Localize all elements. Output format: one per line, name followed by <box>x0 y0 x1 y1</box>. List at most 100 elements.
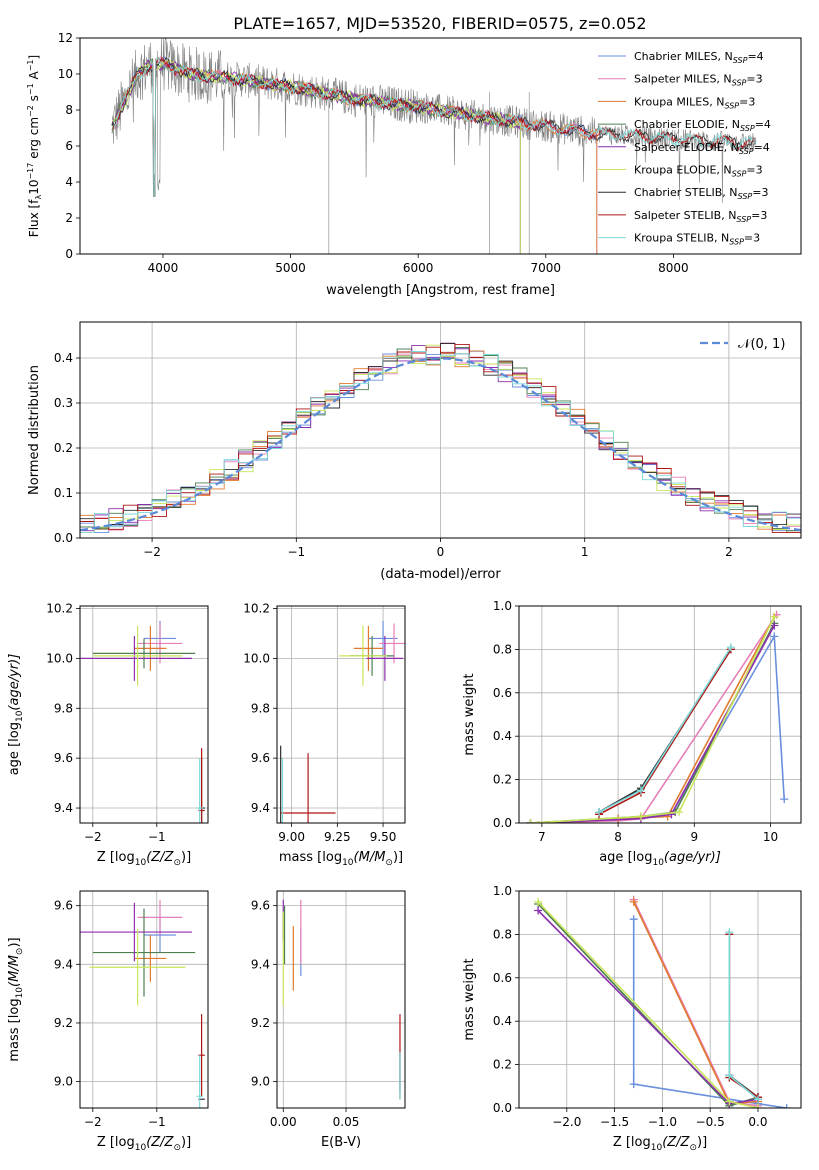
x-tick-label: 9.25 <box>324 830 351 844</box>
x-axis-label: (data-model)/error <box>380 567 501 582</box>
x-tick-label: 7000 <box>531 261 562 275</box>
y-tick-label: 9.2 <box>54 1016 73 1030</box>
y-tick-label: 12 <box>58 31 73 45</box>
weight-marker <box>780 795 789 804</box>
x-tick-label: 5000 <box>275 261 306 275</box>
x-tick-label: −2 <box>143 545 161 559</box>
y-axis-label: Flux [fλ10−17 erg cm−2 s−1 A−1] <box>26 55 43 237</box>
weight-line-kroupa-miles <box>530 616 776 823</box>
panel-mass-weight-vs-age: 7 8 9 10 0.0 0.2 0.4 0.6 0.8 1.0 age [log10(age/yr… <box>462 599 802 868</box>
y-tick-label: 0.2 <box>493 773 512 787</box>
weight-marker <box>753 1104 762 1108</box>
weight-marker <box>725 1097 734 1106</box>
y-tick-label: 0.3 <box>54 396 73 410</box>
y-tick-label: 9.4 <box>251 957 270 971</box>
weight-line-kroupa-miles <box>632 901 759 1105</box>
y-tick-label: 0.0 <box>493 1101 512 1115</box>
weight-line-chabrier-stelib <box>598 648 732 813</box>
weight-line-kroupa-stelib <box>728 932 759 1100</box>
y-tick-label: 0.4 <box>493 729 512 743</box>
axes-frame <box>518 605 802 824</box>
y-tick-label: 10.0 <box>243 651 270 665</box>
x-tick-label: 1 <box>581 545 589 559</box>
x-tick-label: 4000 <box>148 261 179 275</box>
y-tick-label: 9.6 <box>54 899 73 913</box>
y-tick-label: 9.6 <box>54 751 73 765</box>
weight-line-salpeter-stelib <box>598 648 732 816</box>
x-axis-label: E(B-V) <box>321 1135 361 1150</box>
model-line-kroupa-elodie <box>111 59 521 254</box>
weight-marker <box>725 1071 734 1080</box>
y-axis-label: age [log10(age/yr)] <box>7 654 25 776</box>
weight-marker <box>629 915 638 924</box>
weight-line-chabrier-stelib <box>728 934 759 1098</box>
x-tick-label: 0 <box>437 545 445 559</box>
model-line-kroupa-stelib <box>111 56 757 197</box>
y-tick-label: 6 <box>65 139 73 153</box>
y-tick-label: 9.4 <box>54 957 73 971</box>
axes-frame <box>276 605 406 824</box>
normal-curve <box>80 357 801 532</box>
plot-area-mass-weight-vs-Z <box>519 891 801 1108</box>
legend-entry: Kroupa ELODIE, NSSP=3 <box>634 164 763 179</box>
plot-area-spectrum <box>111 38 757 254</box>
weight-marker <box>725 928 734 937</box>
panel-mass-weight-vs-Z: −2.0 −1.5 −1.0 −0.5 0.0 0.0 0.2 0.4 0.6 0.8 1.0 Z [… <box>462 884 802 1153</box>
model-line-salpeter-miles <box>111 55 598 254</box>
y-tick-label: 10.2 <box>46 601 73 615</box>
legend-entry: Salpeter ELODIE, NSSP=4 <box>634 141 770 156</box>
plot-area-age-vs-Z <box>80 606 208 823</box>
weight-marker <box>526 819 535 823</box>
y-tick-label: 9.6 <box>251 899 270 913</box>
y-tick-label: 0.2 <box>493 1058 512 1072</box>
plot-area-mass-weight-vs-age <box>519 606 801 823</box>
axes-frame <box>518 890 802 1109</box>
y-tick-label: 0.1 <box>54 486 73 500</box>
weight-marker <box>726 643 735 652</box>
x-tick-label: 7 <box>538 830 546 844</box>
y-tick-label: 0.2 <box>54 441 73 455</box>
x-tick-label: 9 <box>690 830 698 844</box>
weight-marker <box>782 1104 791 1108</box>
x-tick-label: 2 <box>725 545 733 559</box>
x-tick-label: −2 <box>84 830 102 844</box>
y-tick-label: 0 <box>65 247 73 261</box>
y-tick-label: 1.0 <box>493 599 512 613</box>
plot-area-mass-vs-Z <box>80 891 208 1108</box>
y-tick-label: 0.4 <box>54 351 73 365</box>
weight-marker <box>667 810 676 819</box>
y-tick-label: 9.4 <box>251 801 270 815</box>
x-tick-label: 0.05 <box>333 1115 360 1129</box>
x-tick-label: −2 <box>84 1115 102 1129</box>
y-axis-label: mass weight <box>462 673 477 755</box>
plot-area-residuals <box>80 322 801 538</box>
x-axis-label: Z [log10(Z/Z⊙)] <box>97 1135 191 1153</box>
legend-entry: Chabrier MILES, NSSP=4 <box>634 50 764 65</box>
x-axis-label: mass [log10(M/M⊙)] <box>279 850 403 868</box>
y-axis-label: Normed distribution <box>27 365 42 495</box>
weight-marker <box>595 808 604 817</box>
legend-entry: Chabrier STELIB, NSSP=3 <box>634 186 768 201</box>
x-tick-label: −1 <box>148 1115 166 1129</box>
weight-line-chabrier-elodie <box>530 623 776 823</box>
x-tick-label: 0.0 <box>748 1115 767 1129</box>
x-tick-label: −1 <box>287 545 305 559</box>
y-tick-label: 8 <box>65 103 73 117</box>
y-tick-label: 9.2 <box>251 1016 270 1030</box>
panel-residuals: −2 −1 0 1 2 0.0 0.1 0.2 0.3 0.4 (data-model)/error… <box>27 321 802 582</box>
y-axis-label: mass weight <box>462 958 477 1040</box>
y-tick-label: 9.4 <box>54 801 73 815</box>
x-tick-label: −1 <box>148 830 166 844</box>
y-tick-label: 10.0 <box>46 651 73 665</box>
y-tick-label: 0.6 <box>493 686 512 700</box>
x-tick-label: −1.0 <box>648 1115 677 1129</box>
weight-marker <box>636 812 645 821</box>
panel-mass-vs-Z: −2 −1 9.0 9.2 9.4 9.6 Z [log10(Z/Z⊙)] mass [log… <box>7 890 209 1153</box>
weight-line-salpeter-stelib <box>728 934 759 1098</box>
x-tick-label: 9.50 <box>370 830 397 844</box>
y-tick-label: 9.6 <box>251 751 270 765</box>
weight-marker <box>629 1080 638 1089</box>
y-tick-label: 0.8 <box>493 642 512 656</box>
model-line-salpeter-stelib <box>111 56 757 197</box>
